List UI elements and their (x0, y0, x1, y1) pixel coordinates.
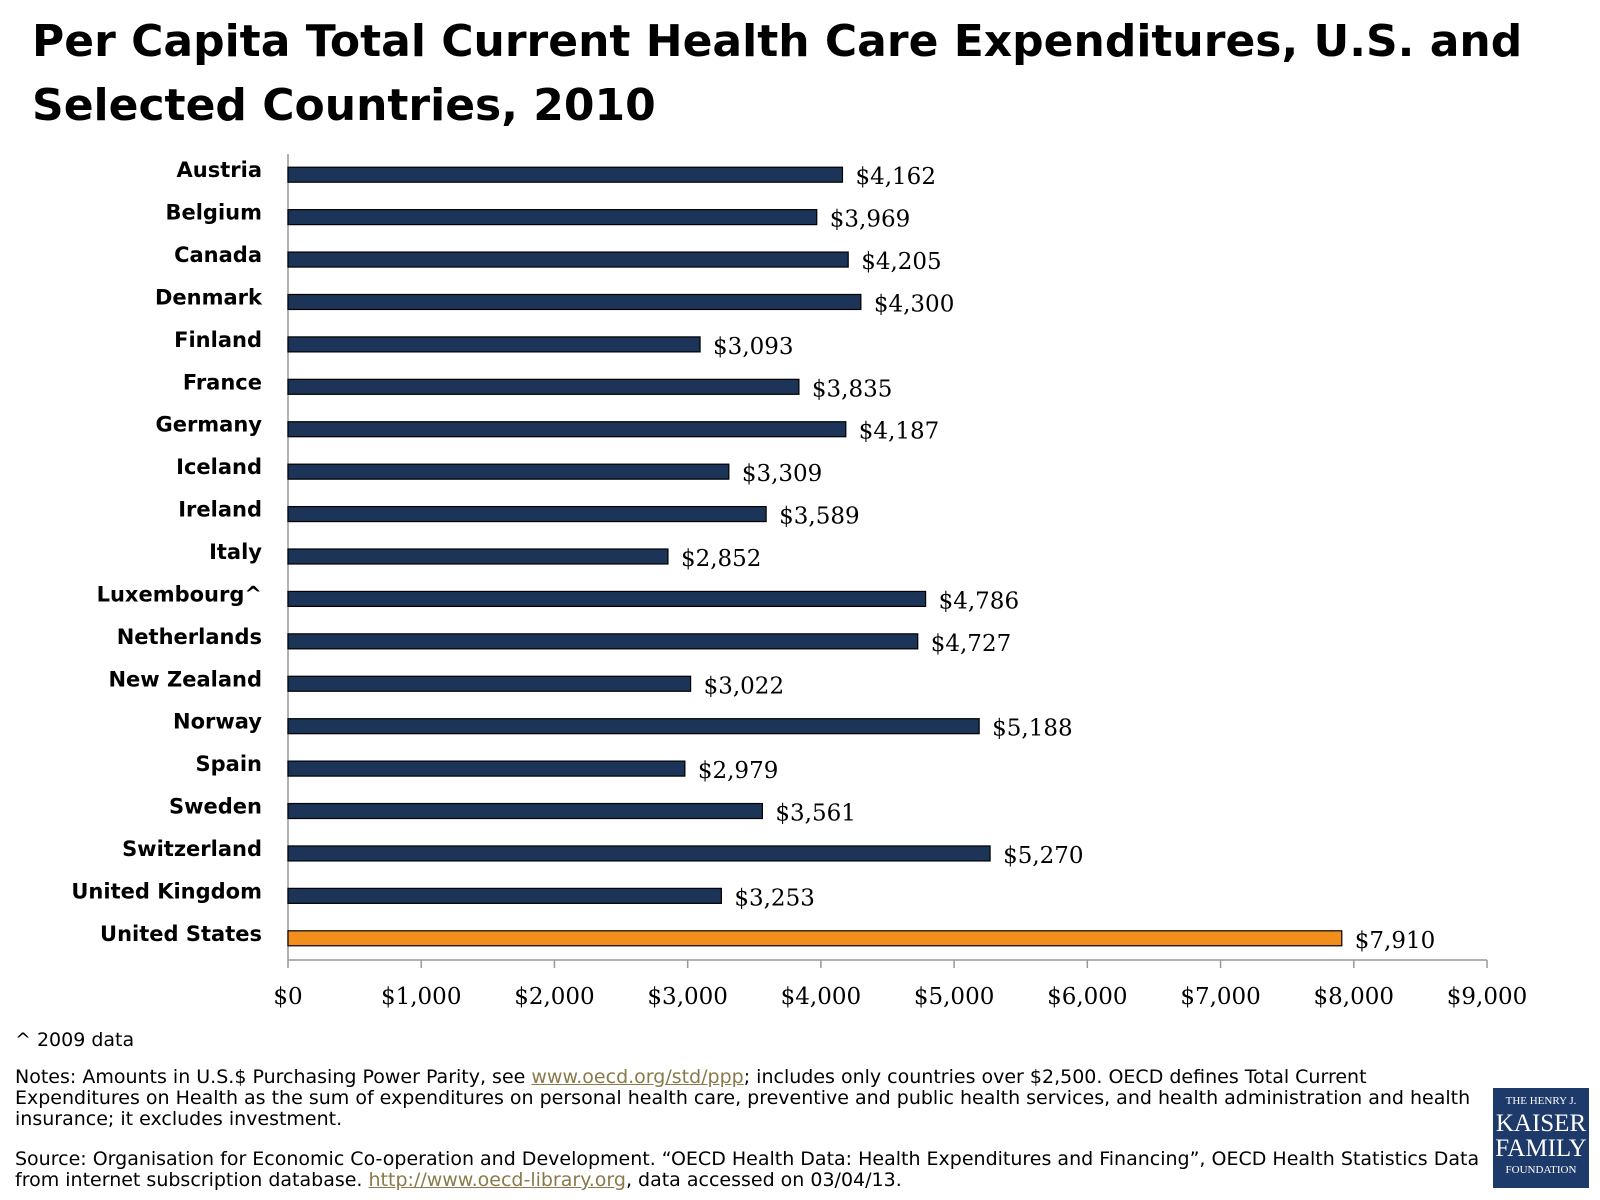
x-tick-label: $7,000 (1180, 984, 1260, 1010)
bar (287, 166, 844, 183)
notes-text: ; includes only countries over $2,500. O… (15, 1066, 1471, 1130)
x-tick-label: $0 (273, 984, 302, 1010)
value-label: $3,093 (713, 334, 793, 360)
y-tick-label: France (183, 370, 262, 394)
bar (287, 548, 669, 565)
value-label: $4,187 (859, 419, 939, 445)
value-label: $3,309 (742, 461, 822, 487)
value-label: $2,852 (681, 546, 761, 572)
value-label: $3,589 (779, 504, 859, 530)
bar (287, 887, 722, 904)
value-label: $3,561 (775, 801, 855, 827)
bar (287, 845, 991, 862)
logo-text: THE HENRY J. (1505, 1095, 1577, 1107)
value-label: $3,969 (830, 207, 910, 233)
y-tick-label: Canada (174, 243, 262, 267)
y-tick-label: Finland (174, 328, 262, 352)
bar (287, 209, 818, 226)
bar (287, 590, 927, 608)
bar (287, 336, 701, 353)
bar (287, 633, 919, 650)
logo-text: KAISER (1495, 1110, 1587, 1137)
bar (287, 930, 1343, 947)
x-tick-label: $9,000 (1447, 984, 1527, 1010)
x-tick-label: $4,000 (781, 984, 861, 1010)
chart: Per Capita Total Current Health Care Exp… (32, 16, 1527, 1010)
y-tick-label: Luxembourg^ (97, 582, 262, 606)
x-tick-label: $6,000 (1047, 984, 1127, 1010)
x-tick-label: $3,000 (647, 984, 727, 1010)
chart-title: Per Capita Total Current Health Care Exp… (32, 16, 1522, 67)
logo-text: FAMILY (1495, 1135, 1587, 1162)
value-label: $5,270 (1003, 843, 1083, 869)
notes: Notes: Amounts in U.S.$ Purchasing Power… (15, 1067, 1480, 1130)
value-label: $2,979 (698, 758, 778, 784)
y-tick-label: New Zealand (108, 667, 262, 691)
x-tick-label: $1,000 (381, 984, 461, 1010)
y-tick-label: Denmark (155, 285, 263, 309)
value-label: $5,188 (992, 716, 1072, 742)
y-tick-label: Belgium (165, 201, 262, 225)
value-label: $4,162 (855, 164, 935, 190)
y-tick-label: Germany (155, 413, 262, 437)
source-text: , data accessed on 03/04/13. (625, 1169, 902, 1191)
bar (287, 463, 730, 480)
bar (287, 421, 847, 438)
y-tick-label: Netherlands (117, 625, 262, 649)
bar (287, 675, 692, 692)
value-label: $4,205 (861, 249, 941, 275)
logo-text: FOUNDATION (1505, 1164, 1577, 1176)
logo: THE HENRY J. KAISER FAMILY FOUNDATION (1493, 1088, 1589, 1188)
value-label: $3,253 (734, 885, 814, 911)
bar (287, 505, 767, 523)
notes-text: Notes: Amounts in U.S.$ Purchasing Power… (15, 1066, 532, 1088)
source-link[interactable]: http://www.oecd-library.org (368, 1169, 626, 1191)
source-text: Source: Organisation for Economic Co-ope… (15, 1148, 1480, 1191)
value-label: $3,835 (812, 376, 892, 402)
value-label: $4,727 (931, 631, 1011, 657)
y-tick-label: Switzerland (122, 837, 262, 861)
y-tick-label: Iceland (176, 455, 262, 479)
y-tick-label: Sweden (169, 795, 262, 819)
bar (287, 293, 862, 311)
x-tick-label: $8,000 (1314, 984, 1394, 1010)
source: Source: Organisation for Economic Co-ope… (15, 1149, 1480, 1191)
bar (287, 378, 800, 395)
chart-title: Selected Countries, 2010 (32, 80, 656, 131)
bar (287, 718, 980, 735)
y-tick-label: Italy (209, 540, 262, 564)
bar (287, 251, 849, 268)
y-tick-label: United States (100, 922, 262, 946)
x-tick-label: $2,000 (514, 984, 594, 1010)
y-tick-label: Ireland (178, 498, 262, 522)
value-label: $4,300 (874, 291, 954, 317)
value-label: $3,022 (704, 673, 784, 699)
value-label: $4,786 (939, 588, 1019, 614)
notes-link[interactable]: www.oecd.org/std/ppp (531, 1066, 744, 1088)
x-tick-label: $5,000 (914, 984, 994, 1010)
bar (287, 802, 764, 820)
y-tick-label: Austria (177, 158, 262, 182)
footnote: ^ 2009 data (15, 1029, 135, 1051)
y-tick-label: Spain (196, 752, 262, 776)
y-tick-label: Norway (173, 710, 262, 734)
y-tick-label: United Kingdom (71, 879, 262, 903)
bar (287, 760, 686, 777)
value-label: $7,910 (1355, 928, 1435, 954)
